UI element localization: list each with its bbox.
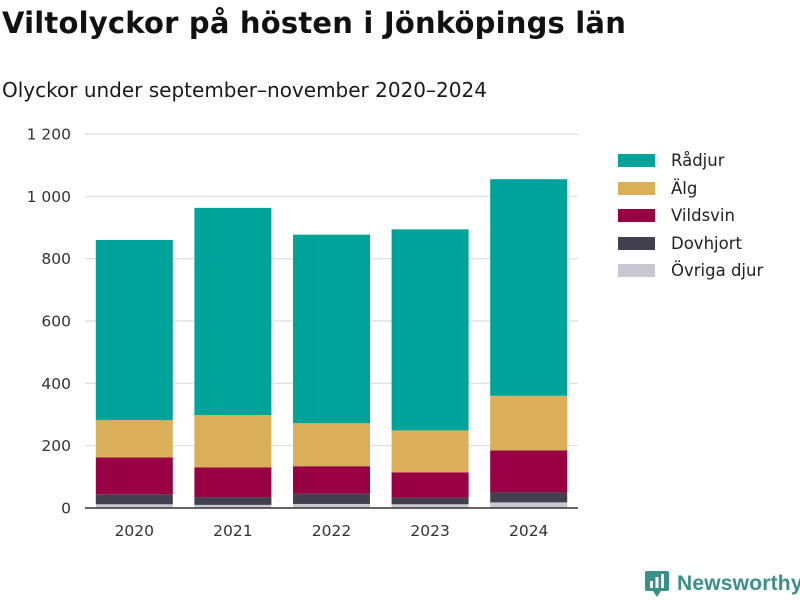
brand-name: Newsworthy <box>677 572 800 595</box>
x-tick-label: 2023 <box>410 522 449 540</box>
bar-segment <box>194 504 272 508</box>
legend-label: Övriga djur <box>671 261 764 281</box>
bar-segment <box>490 502 568 508</box>
bar-segment <box>490 492 568 503</box>
bar-segment <box>293 466 370 494</box>
x-tick-label: 2021 <box>213 522 252 540</box>
bar-segment <box>95 494 173 505</box>
bar-segment <box>194 497 272 505</box>
bar-segment <box>95 457 173 495</box>
bar-segment <box>194 467 272 498</box>
bar-segment <box>194 207 272 416</box>
legend-label: Rådjur <box>671 151 725 171</box>
chart-title: Viltolyckor på hösten i Jönköpings län <box>2 6 627 40</box>
bar-segment <box>95 420 173 458</box>
y-tick-label: 800 <box>41 250 71 268</box>
bar-segment <box>490 450 568 493</box>
bar-segment <box>490 395 568 451</box>
bar-segment <box>293 234 370 424</box>
legend-swatch <box>618 181 655 195</box>
y-tick-label: 1 000 <box>27 188 71 206</box>
bar-segment <box>391 504 469 508</box>
legend-item: Vildsvin <box>618 202 763 230</box>
legend-item: Dovhjort <box>618 230 763 258</box>
y-tick-label: 600 <box>41 313 71 331</box>
brand-footer: Newsworthy <box>644 569 800 599</box>
y-tick-label: 0 <box>61 500 71 518</box>
x-tick-label: 2024 <box>509 522 548 540</box>
chart-subtitle: Olyckor under september–november 2020–20… <box>2 78 487 102</box>
x-tick-label: 2020 <box>115 522 154 540</box>
bar-segment <box>293 503 370 508</box>
legend-label: Dovhjort <box>671 233 742 253</box>
legend-label: Älg <box>671 178 698 198</box>
y-tick-label: 400 <box>41 375 71 393</box>
legend-item: Rådjur <box>618 147 763 175</box>
legend-item: Älg <box>618 175 763 203</box>
legend-swatch <box>618 209 655 223</box>
legend-label: Vildsvin <box>671 206 735 226</box>
bar-segment <box>95 504 173 508</box>
legend-swatch <box>618 154 655 168</box>
bar-segment <box>391 430 469 473</box>
bar-segment <box>95 239 173 421</box>
bar-segment <box>490 179 568 396</box>
bar-segment <box>391 472 469 498</box>
x-tick-label: 2022 <box>312 522 351 540</box>
chart-legend: Rådjur Älg Vildsvin Dovhjort Övriga djur <box>618 147 763 285</box>
bar-segment <box>194 415 272 468</box>
bar-segment <box>293 423 370 467</box>
bar-chart-pin-icon <box>645 571 669 597</box>
y-tick-label: 1 200 <box>27 126 71 144</box>
bar-segment <box>391 497 469 505</box>
bar-segment <box>293 493 370 504</box>
legend-item: Övriga djur <box>618 257 763 285</box>
y-tick-label: 200 <box>41 437 71 455</box>
legend-swatch <box>618 236 655 250</box>
legend-swatch <box>618 264 655 278</box>
bar-segment <box>391 229 469 431</box>
